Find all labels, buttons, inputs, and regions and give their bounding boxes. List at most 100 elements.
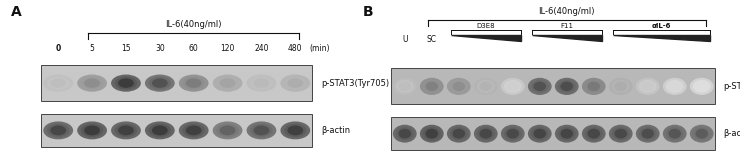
Ellipse shape [636, 78, 659, 95]
Ellipse shape [186, 126, 201, 135]
Ellipse shape [81, 124, 104, 137]
Ellipse shape [696, 129, 708, 139]
Ellipse shape [118, 78, 134, 88]
Ellipse shape [666, 80, 684, 93]
Ellipse shape [482, 84, 489, 89]
Ellipse shape [452, 82, 465, 91]
Ellipse shape [698, 131, 705, 136]
Ellipse shape [179, 74, 209, 92]
Ellipse shape [250, 77, 272, 90]
Ellipse shape [668, 129, 681, 139]
Ellipse shape [536, 131, 543, 136]
Ellipse shape [455, 131, 462, 136]
Ellipse shape [423, 80, 441, 93]
Ellipse shape [693, 127, 710, 140]
Ellipse shape [561, 129, 573, 138]
Ellipse shape [506, 129, 519, 139]
Ellipse shape [506, 82, 519, 91]
Bar [391, 68, 716, 104]
Ellipse shape [155, 81, 164, 86]
Ellipse shape [536, 84, 543, 89]
Bar [391, 117, 716, 150]
Ellipse shape [54, 128, 63, 133]
Text: 15: 15 [121, 44, 131, 53]
Ellipse shape [398, 82, 411, 91]
Ellipse shape [582, 78, 605, 95]
Ellipse shape [280, 121, 310, 139]
Text: p-STAT3(Tyr705): p-STAT3(Tyr705) [321, 79, 389, 88]
Ellipse shape [455, 84, 462, 89]
Ellipse shape [558, 127, 576, 140]
Ellipse shape [288, 79, 303, 87]
Ellipse shape [612, 127, 630, 140]
Ellipse shape [480, 129, 491, 138]
Ellipse shape [447, 125, 471, 143]
Ellipse shape [509, 84, 517, 89]
Ellipse shape [504, 127, 522, 140]
Ellipse shape [509, 131, 517, 136]
Ellipse shape [698, 84, 705, 89]
Ellipse shape [507, 129, 519, 138]
Ellipse shape [636, 125, 659, 143]
Ellipse shape [428, 84, 435, 89]
Ellipse shape [54, 81, 63, 86]
Ellipse shape [639, 127, 656, 140]
Ellipse shape [696, 82, 707, 91]
Ellipse shape [534, 82, 545, 91]
Ellipse shape [669, 129, 681, 138]
Ellipse shape [145, 74, 175, 92]
Ellipse shape [615, 129, 627, 138]
Text: (min): (min) [309, 44, 330, 53]
Ellipse shape [287, 78, 303, 88]
Ellipse shape [398, 129, 411, 139]
Ellipse shape [149, 77, 171, 90]
Text: F11: F11 [560, 22, 574, 29]
Text: β-actin: β-actin [723, 129, 740, 138]
Ellipse shape [617, 131, 625, 136]
Ellipse shape [220, 126, 235, 135]
Ellipse shape [666, 127, 684, 140]
Ellipse shape [645, 131, 651, 136]
Ellipse shape [528, 125, 551, 143]
Ellipse shape [87, 128, 96, 133]
Ellipse shape [480, 82, 492, 91]
Ellipse shape [254, 126, 269, 135]
Ellipse shape [609, 125, 633, 143]
Ellipse shape [250, 124, 272, 137]
Ellipse shape [118, 79, 133, 87]
Ellipse shape [254, 78, 269, 88]
Ellipse shape [425, 82, 438, 91]
Ellipse shape [220, 79, 235, 87]
Ellipse shape [183, 77, 205, 90]
Ellipse shape [121, 81, 130, 86]
Ellipse shape [212, 74, 243, 92]
Ellipse shape [121, 128, 130, 133]
Ellipse shape [531, 80, 548, 93]
Ellipse shape [84, 78, 100, 88]
Text: 240: 240 [254, 44, 269, 53]
Ellipse shape [87, 81, 96, 86]
Ellipse shape [118, 126, 134, 135]
Ellipse shape [588, 82, 600, 91]
Ellipse shape [480, 82, 491, 91]
Ellipse shape [501, 78, 525, 95]
Ellipse shape [668, 82, 681, 91]
Text: 5: 5 [90, 44, 95, 53]
Ellipse shape [447, 78, 471, 95]
Ellipse shape [614, 129, 627, 139]
Ellipse shape [690, 125, 713, 143]
Ellipse shape [480, 129, 492, 139]
Ellipse shape [396, 127, 414, 140]
Ellipse shape [393, 78, 417, 95]
Text: IL-6(40ng/ml): IL-6(40ng/ml) [539, 7, 595, 16]
Ellipse shape [183, 124, 205, 137]
Ellipse shape [477, 127, 494, 140]
Ellipse shape [152, 79, 167, 87]
Ellipse shape [617, 84, 625, 89]
Ellipse shape [50, 126, 66, 135]
Ellipse shape [615, 82, 627, 91]
Ellipse shape [452, 129, 465, 139]
Ellipse shape [84, 126, 100, 135]
Ellipse shape [291, 128, 300, 133]
Ellipse shape [690, 78, 713, 95]
